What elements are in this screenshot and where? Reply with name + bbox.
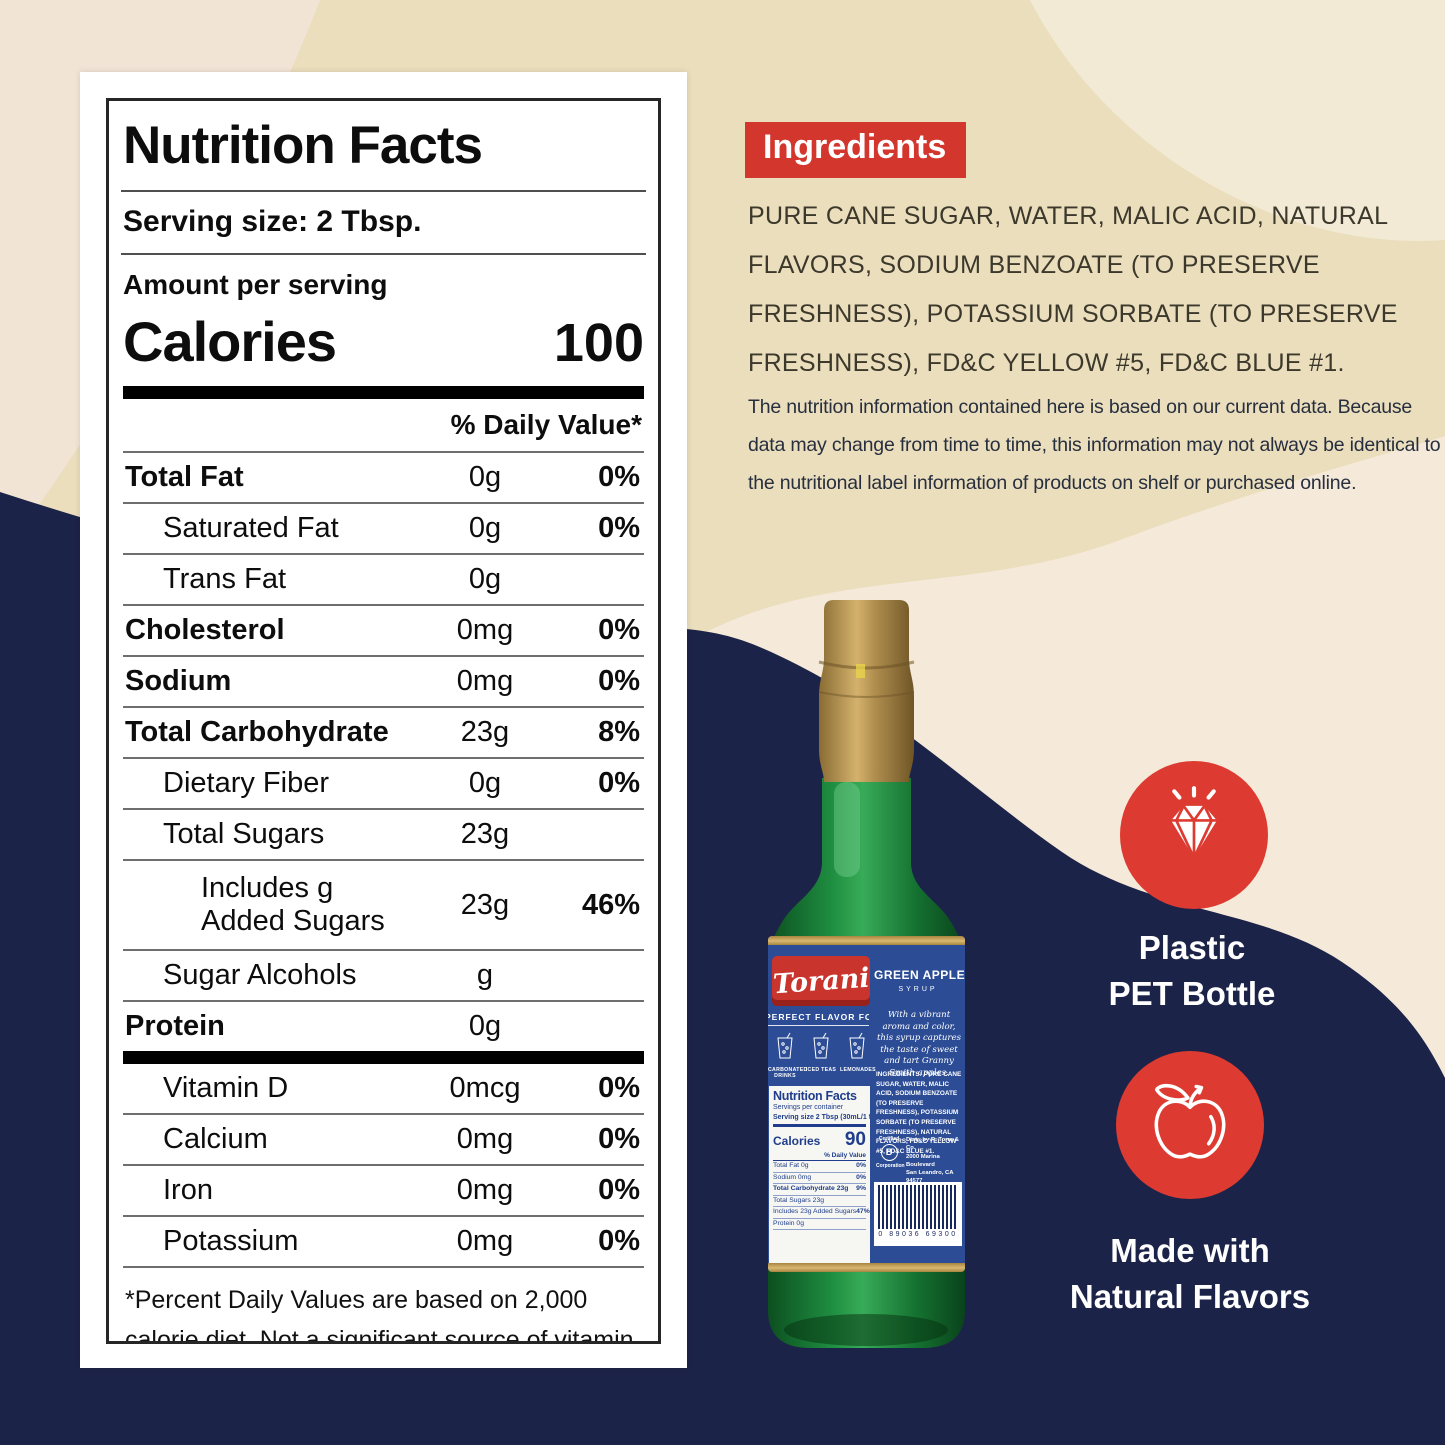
drink-cup-icon <box>813 1032 829 1059</box>
bottle-ingredients-text: INGREDIENTS: PURE CANE SUGAR, WATER, MAL… <box>876 1071 962 1155</box>
barcode: 0 89036 69300 <box>874 1182 962 1246</box>
divider <box>121 190 646 192</box>
natural-flavors-label: Made with Natural Flavors <box>1069 1232 1311 1315</box>
nutrition-row-iron: Iron 0mg 0% <box>123 1166 644 1217</box>
nutrition-facts-border-box: Nutrition Facts Serving size: 2 Tbsp. Am… <box>106 98 661 1344</box>
daily-value-header: % Daily Value* <box>123 399 644 453</box>
product-type: SYRUP <box>898 986 938 993</box>
use-carbonated-drinks: CARBONATED DRINKS <box>768 1032 807 1079</box>
flavor-name: GREEN APPLE <box>874 968 965 982</box>
bottle-front-label: Torani GREEN APPLE SYRUP PERFECT FLAVOR … <box>768 936 965 1272</box>
barcode-digits: 0 89036 69300 <box>878 1231 958 1238</box>
calories-row: Calories 100 <box>123 303 644 386</box>
nutrition-facts-panel: Nutrition Facts Serving size: 2 Tbsp. Am… <box>80 72 687 1368</box>
suggested-uses: CARBONATED DRINKS ICED TEAS LEMONADES <box>768 1032 876 1079</box>
barcode-bars <box>878 1185 958 1229</box>
nutrition-row-total-fat: Total Fat 0g 0% <box>123 453 644 504</box>
nutrition-row-protein: Protein 0g <box>125 1010 502 1042</box>
diamond-icon <box>1171 786 1217 859</box>
nutrition-row-potassium: Potassium 0mg 0% <box>123 1217 644 1268</box>
natural-flavors-badge <box>1116 1051 1264 1199</box>
nutrition-facts-title: Nutrition Facts <box>123 116 483 175</box>
drink-cup-icon <box>777 1032 793 1059</box>
nutrition-row-total-sugars: Total Sugars 23g <box>123 810 644 861</box>
plastic-pet-badge <box>1120 761 1268 909</box>
nutrition-row-sodium: Sodium 0mg 0% <box>123 657 644 708</box>
torani-logo-badge: Torani <box>772 956 870 1006</box>
product-bottle-photo: Torani GREEN APPLE SYRUP PERFECT FLAVOR … <box>768 600 965 1357</box>
calories-value: 100 <box>553 313 644 373</box>
nutrition-disclaimer-text: The nutrition information contained here… <box>748 396 1441 494</box>
nutrition-row-saturated-fat: Saturated Fat 0g 0% <box>123 504 644 555</box>
b-corp-mark: Certified B Corporation <box>876 1136 905 1169</box>
nutrition-row-cholesterol: Cholesterol 0mg 0% <box>123 606 644 657</box>
brand-name: Torani <box>771 962 871 1000</box>
label-gold-stripe <box>768 1263 965 1272</box>
use-lemonades: LEMONADES <box>840 1032 876 1079</box>
serving-size: Serving size: 2 Tbsp. <box>123 205 422 238</box>
nutrition-row-added-sugars: Includes g Added Sugars 23g 46% <box>123 861 644 951</box>
calories-label: Calories <box>123 310 337 373</box>
amount-per-serving: Amount per serving <box>123 269 388 300</box>
nutrition-row-calcium: Calcium 0mg 0% <box>123 1115 644 1166</box>
bottle-mini-nutrition-facts: Nutrition Facts Servings per container S… <box>769 1086 870 1263</box>
use-iced-teas: ICED TEAS <box>804 1032 838 1079</box>
flavor-block: GREEN APPLE SYRUP <box>874 968 965 993</box>
nutrition-row-vitamin-d: Vitamin D 0mcg 0% <box>123 1064 644 1115</box>
nutrition-row-total-carbohydrate: Total Carbohydrate 23g 8% <box>123 708 644 759</box>
nutrition-row-sugar-alcohols: Sugar Alcohols g <box>123 951 644 1002</box>
nutrition-row-trans-fat: Trans Fat 0g <box>123 555 644 606</box>
bottle-foil-cap <box>819 600 914 782</box>
nutrition-row-dietary-fiber: Dietary Fiber 0g 0% <box>123 759 644 810</box>
daily-value-footnote: *Percent Daily Values are based on 2,000… <box>125 1286 634 1344</box>
drink-cup-icon <box>849 1032 865 1059</box>
ingredients-text: PURE CANE SUGAR, WATER, MALIC ACID, NATU… <box>748 202 1398 377</box>
flavor-description: With a vibrant aroma and color, this syr… <box>876 1010 962 1078</box>
label-gold-stripe <box>768 936 965 945</box>
thick-divider <box>123 386 644 399</box>
apple-icon <box>1154 1083 1226 1159</box>
plastic-pet-label: Plastic PET Bottle <box>1108 929 1276 1012</box>
perfect-flavor-for-heading: PERFECT FLAVOR FOR <box>768 1012 869 1026</box>
ingredients-heading: Ingredients <box>745 122 967 178</box>
thick-divider <box>123 1051 644 1064</box>
divider <box>121 253 646 255</box>
b-corp-icon: B <box>880 1144 898 1161</box>
